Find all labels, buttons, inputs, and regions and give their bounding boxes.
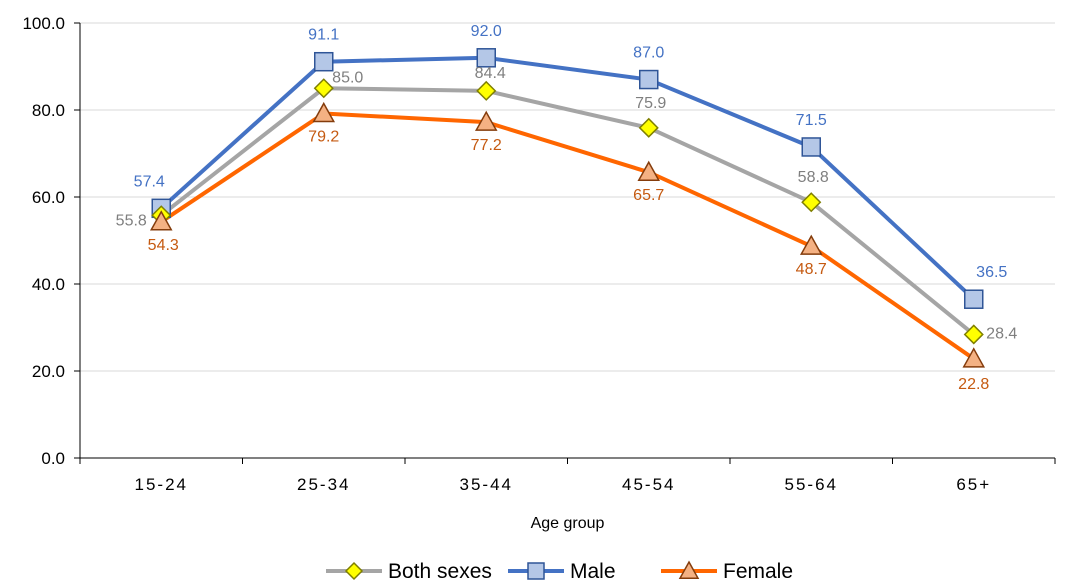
data-point	[313, 78, 334, 99]
legend-label: Both sexes	[388, 560, 492, 583]
data-label: 92.0	[471, 23, 502, 40]
legend-marker	[678, 560, 700, 579]
data-label: 85.0	[332, 69, 363, 86]
data-point	[637, 160, 661, 181]
legend-marker	[344, 561, 364, 581]
legend-item: Male	[508, 560, 616, 583]
data-labels: 55.8 85.0 84.4 75.9 58.8 28.4 57.4 91.1 92.0 87.0…	[116, 23, 1018, 393]
data-point	[638, 117, 659, 138]
x-tick-label: 45-54	[622, 475, 675, 494]
data-label: 28.4	[986, 325, 1017, 342]
x-tick-label: 25-34	[297, 475, 350, 494]
data-point	[312, 101, 336, 123]
legend-item: Female	[661, 560, 793, 583]
y-tick-label: 40.0	[32, 275, 65, 294]
series-line-female	[160, 111, 975, 361]
data-point	[963, 324, 984, 345]
legend-marker	[527, 562, 545, 580]
data-point	[149, 210, 173, 231]
x-axis: 15-24 25-34 35-44 45-54 55-64 65+	[79, 457, 1056, 494]
data-point	[474, 110, 498, 131]
data-point	[639, 69, 659, 90]
x-tick-label: 35-44	[460, 475, 513, 494]
data-label: 54.3	[148, 237, 179, 254]
data-point	[964, 289, 984, 309]
data-label: 36.5	[976, 264, 1007, 281]
data-point	[799, 234, 823, 255]
data-label: 75.9	[635, 95, 666, 112]
data-point	[801, 137, 821, 157]
data-label: 55.8	[116, 212, 147, 229]
data-label: 79.2	[308, 128, 339, 145]
data-point	[476, 80, 497, 101]
data-label: 87.0	[633, 45, 664, 62]
legend-item: Both sexes	[326, 560, 492, 583]
series-line-male	[159, 55, 976, 301]
x-tick-label: 55-64	[785, 475, 838, 494]
y-tick-label: 80.0	[32, 101, 65, 120]
data-label: 84.4	[475, 65, 506, 82]
y-axis: 0.0 20.0 40.0 60.0 80.0 100.0	[22, 14, 81, 468]
data-point	[476, 48, 496, 68]
data-label: 48.7	[796, 261, 827, 278]
data-label: 65.7	[633, 187, 664, 204]
legend-label: Male	[570, 560, 616, 583]
legend-label: Female	[723, 560, 793, 583]
x-tick-label: 65+	[956, 475, 991, 494]
data-point	[962, 347, 986, 368]
data-label: 57.4	[134, 173, 165, 190]
series-line-both-sexes	[160, 86, 976, 337]
data-label: 91.1	[308, 27, 339, 44]
data-label: 22.8	[958, 376, 989, 393]
y-tick-label: 60.0	[32, 188, 65, 207]
data-point	[314, 51, 334, 72]
y-tick-label: 100.0	[22, 14, 65, 33]
data-label: 71.5	[796, 112, 827, 129]
x-axis-title: Age group	[531, 515, 605, 532]
legend: Both sexes Male Female	[326, 560, 793, 583]
y-tick-label: 0.0	[41, 449, 65, 468]
series-lines	[159, 55, 976, 361]
data-label: 77.2	[471, 137, 502, 154]
x-tick-label: 15-24	[135, 475, 188, 494]
data-label: 58.8	[798, 169, 829, 186]
series-markers	[149, 48, 986, 368]
y-tick-label: 20.0	[32, 362, 65, 381]
data-point	[801, 192, 822, 213]
gridlines	[80, 22, 1055, 372]
